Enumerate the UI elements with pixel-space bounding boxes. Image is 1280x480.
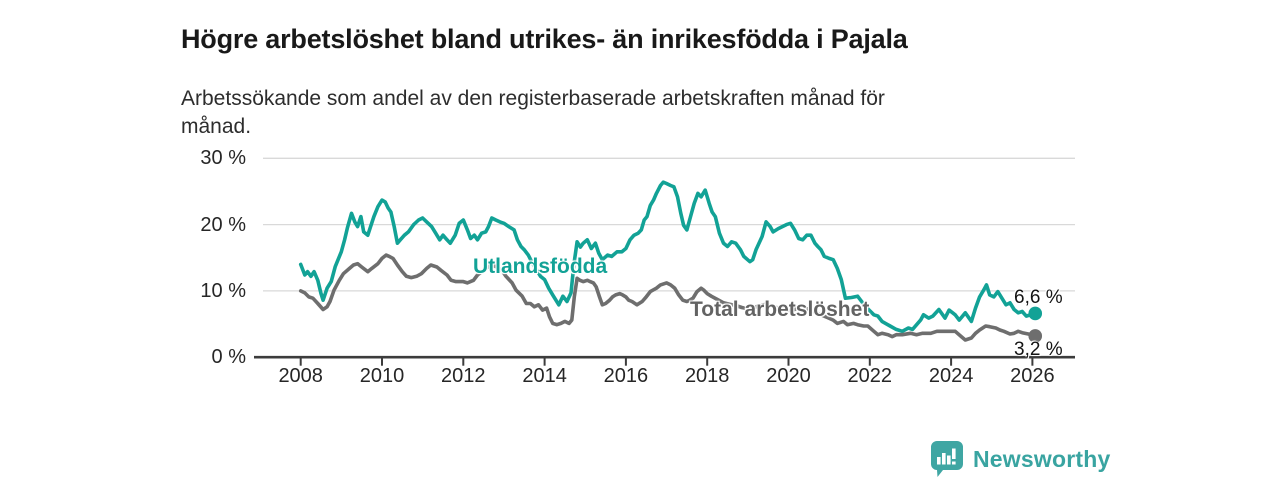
x-tick-label: 2018 xyxy=(684,365,730,387)
y-tick-label: 30 % xyxy=(200,147,246,170)
series-label-total-unemployment: Total arbetslöshet xyxy=(690,298,870,321)
end-value-label-total-unemployment: 3,2 % xyxy=(1014,339,1063,360)
y-tick-label: 0 % xyxy=(211,346,246,369)
x-tick-label: 2014 xyxy=(522,365,567,387)
x-tick-label: 2026 xyxy=(1010,365,1055,387)
y-tick-label: 20 % xyxy=(200,213,246,236)
x-tick-label: 2022 xyxy=(847,365,893,387)
newsworthy-wordmark: Newsworthy xyxy=(973,445,1111,472)
bar-chart-speech-bubble-icon xyxy=(931,441,963,477)
y-tick-label: 10 % xyxy=(200,279,246,302)
x-tick-label: 2012 xyxy=(441,365,486,387)
end-value-label-foreign-born: 6,6 % xyxy=(1014,287,1063,308)
chart-subtitle-line-2: månad. xyxy=(181,114,252,138)
chart-subtitle-line-1: Arbetssökande som andel av den registerb… xyxy=(181,87,885,110)
x-tick-label: 2010 xyxy=(359,365,405,387)
x-tick-label: 2008 xyxy=(278,365,323,387)
newsworthy-logo: Newsworthy xyxy=(930,440,1110,478)
x-tick-label: 2016 xyxy=(603,365,649,387)
chart-title: Högre arbetslöshet bland utrikes- än inr… xyxy=(181,24,908,55)
series-end-dot-foreign-born xyxy=(1028,306,1043,321)
chart-subtitle: Arbetssökande som andel av den registerb… xyxy=(181,85,1081,140)
x-tick-label: 2020 xyxy=(766,365,811,387)
series-line-foreign-born xyxy=(298,180,1037,334)
series-line-total xyxy=(298,253,1037,342)
series-end-dot-total xyxy=(1028,329,1043,343)
x-tick-label: 2024 xyxy=(928,365,974,387)
series-label-foreign-born: Utlandsfödda xyxy=(473,255,608,278)
